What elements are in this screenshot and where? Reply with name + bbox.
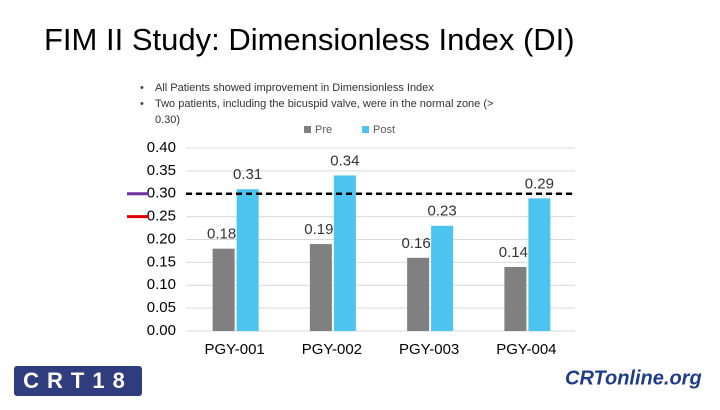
- value-label: 0.23: [428, 203, 457, 220]
- bullet-text: Two patients, including the bicuspid val…: [155, 98, 493, 110]
- footer-left-logo: CRT18: [14, 366, 142, 396]
- value-label: 0.34: [330, 152, 359, 169]
- bar: [504, 266, 527, 331]
- x-tick-label: PGY-001: [204, 341, 264, 358]
- bullet-text: 0.30): [155, 114, 180, 126]
- value-label: 0.29: [525, 175, 554, 192]
- y-tick-label: 0.40: [147, 139, 176, 156]
- y-tick-label: 0.20: [147, 230, 176, 247]
- logo-text: CRT18: [23, 368, 133, 393]
- legend-swatch: [362, 126, 369, 133]
- value-label: 0.18: [207, 226, 236, 243]
- y-tick-label: 0.05: [147, 299, 176, 316]
- value-label: 0.19: [304, 221, 333, 238]
- bar: [309, 244, 332, 331]
- footer-right-logo: CRTonline.org: [565, 367, 702, 389]
- legend-label: Pre: [315, 124, 332, 136]
- value-label: 0.14: [499, 244, 528, 261]
- legend-swatch: [304, 126, 311, 133]
- bar: [407, 257, 430, 331]
- bullet-text: All Patients showed improvement in Dimen…: [155, 82, 434, 94]
- slide-title: FIM II Study: Dimensionless Index (DI): [44, 22, 575, 57]
- bar: [212, 248, 235, 331]
- y-tick-label: 0.30: [147, 185, 176, 202]
- bar: [528, 198, 551, 331]
- x-tick-label: PGY-004: [496, 341, 556, 358]
- y-tick-label: 0.35: [147, 162, 176, 179]
- value-label: 0.16: [402, 235, 431, 252]
- x-tick-label: PGY-003: [399, 341, 459, 358]
- y-tick-label: 0.15: [147, 253, 176, 270]
- value-label: 0.31: [233, 166, 262, 183]
- bar: [236, 189, 259, 331]
- x-tick-label: PGY-002: [302, 341, 362, 358]
- bar: [333, 175, 356, 331]
- logo-box: [14, 366, 142, 396]
- bar: [431, 225, 454, 331]
- y-tick-label: 0.10: [147, 276, 176, 293]
- y-tick-label: 0.00: [147, 322, 176, 339]
- legend-label: Post: [373, 124, 395, 136]
- bullet: •: [140, 82, 144, 94]
- y-tick-label: 0.25: [147, 208, 176, 225]
- bullet: •: [140, 98, 144, 110]
